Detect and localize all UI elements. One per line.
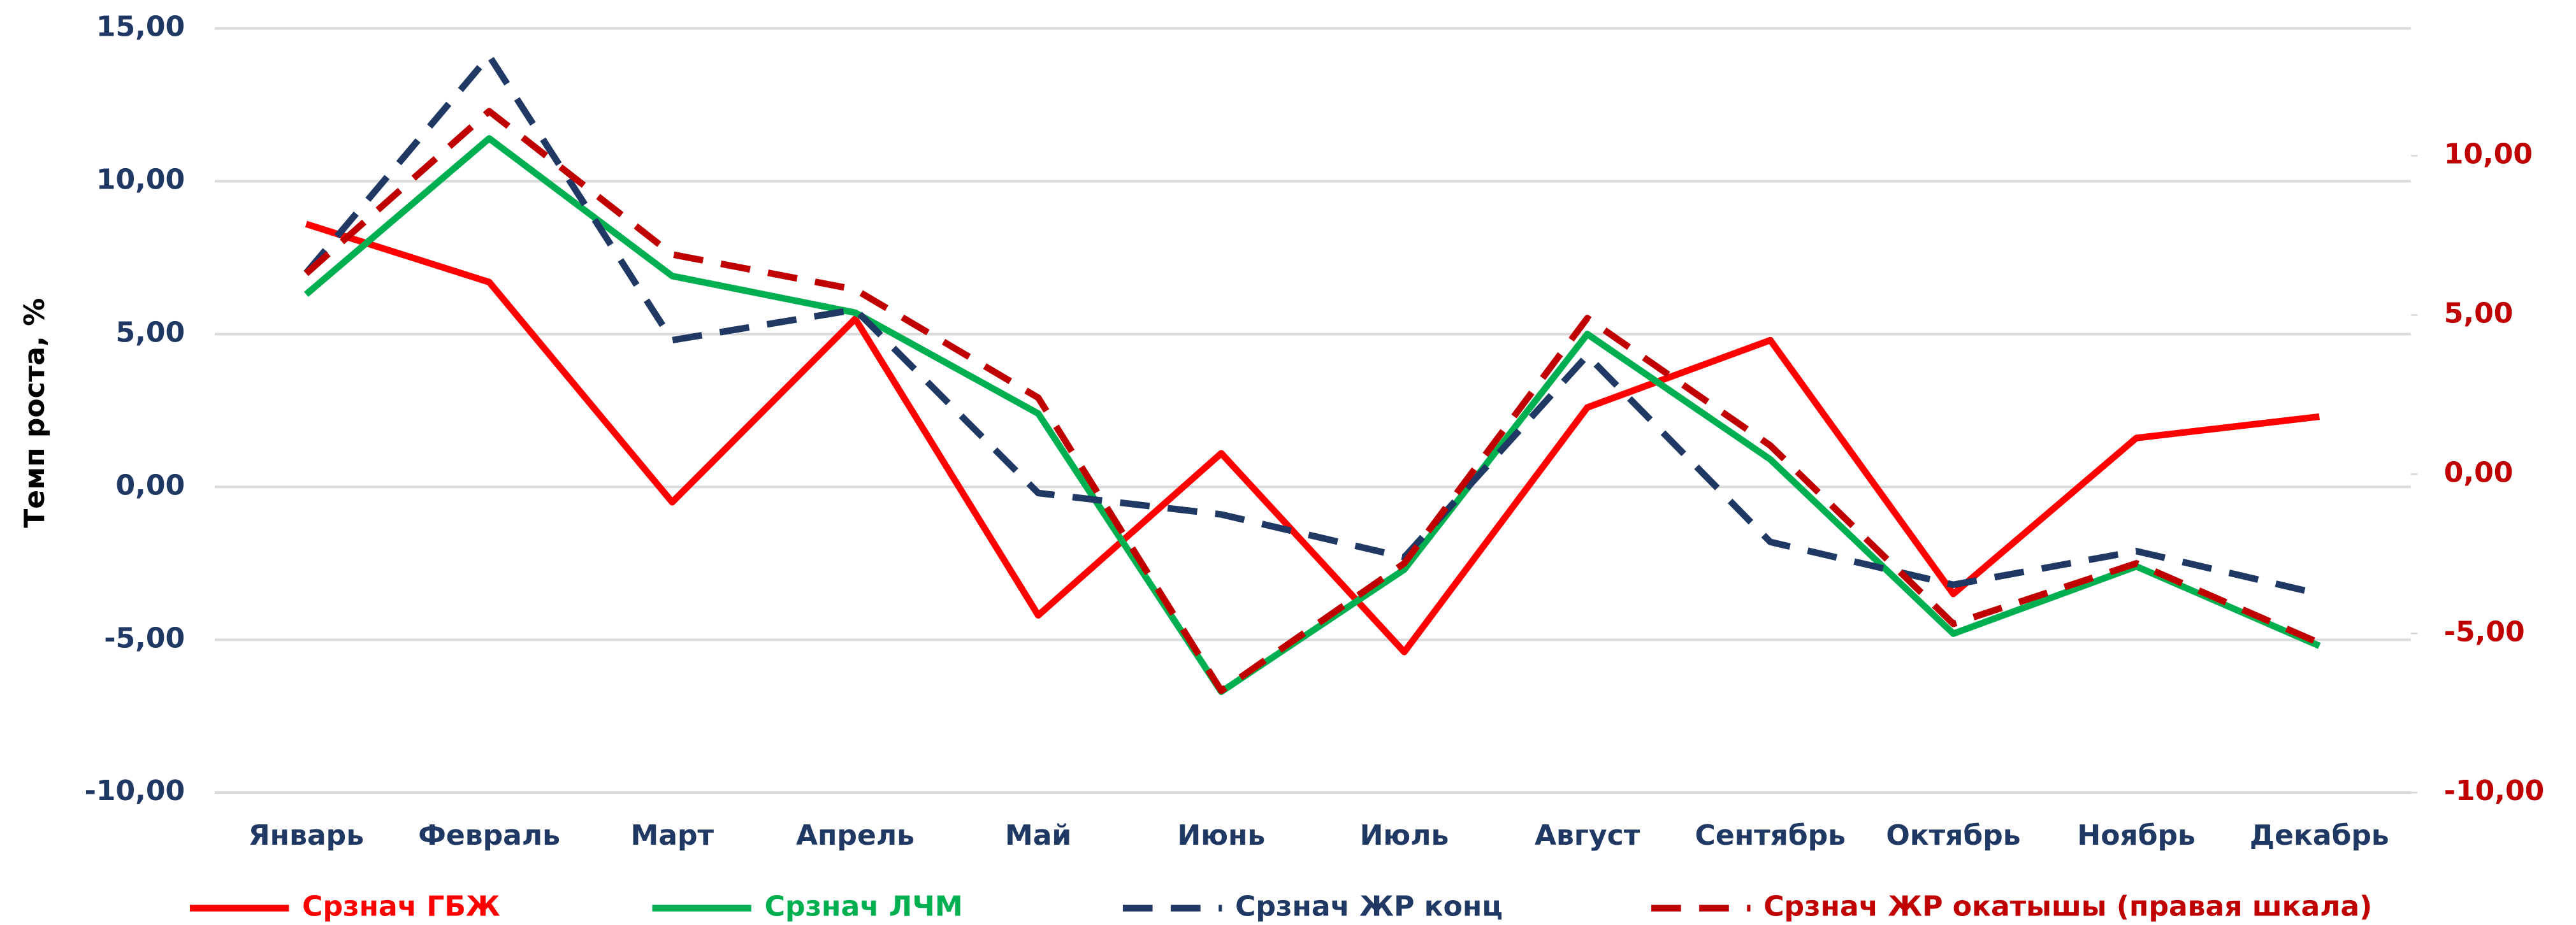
series-line (303, 52, 2320, 598)
y-tick-label: -5,00 (104, 622, 185, 654)
x-tick-label: Апрель (796, 819, 915, 852)
legend-label: Срзнач ГБЖ (302, 891, 500, 923)
y2-tick-label: -10,00 (2444, 775, 2545, 807)
x-tick-label: Октябрь (1886, 819, 2020, 852)
legend-label: Срзнач ЖР конц (1235, 891, 1503, 923)
x-tick-label: Февраль (418, 819, 560, 852)
legend-label: Срзнач ЖР окатышы (правая шкала) (1763, 891, 2372, 923)
y2-tick-label: 0,00 (2444, 456, 2514, 489)
y2-tick-label: 5,00 (2444, 297, 2514, 329)
x-tick-label: Ноябрь (2077, 819, 2195, 852)
y-tick-label: 15,00 (96, 11, 185, 43)
y2-tick-label: 10,00 (2444, 138, 2533, 171)
x-tick-label: Июль (1360, 819, 1449, 852)
x-tick-label: Январь (249, 819, 364, 852)
y-axis-label: Темп роста, % (18, 298, 51, 528)
y-tick-label: 0,00 (116, 469, 185, 501)
x-tick-label: Август (1535, 819, 1640, 852)
y2-tick-label: -5,00 (2444, 615, 2525, 648)
series-line (303, 108, 2321, 694)
x-tick-label: Сентябрь (1695, 819, 1846, 852)
x-tick-label: Июнь (1177, 819, 1265, 852)
legend-label: Срзнач ЛЧМ (765, 891, 963, 923)
series-line (305, 220, 2320, 656)
y-tick-label: 10,00 (96, 163, 185, 196)
y-tick-label: -10,00 (85, 775, 185, 807)
x-tick-label: Март (630, 819, 714, 852)
x-tick-label: Май (1005, 819, 1071, 852)
series-line (304, 135, 2321, 696)
y-tick-label: 5,00 (116, 316, 185, 348)
x-tick-label: Декабрь (2250, 819, 2389, 852)
